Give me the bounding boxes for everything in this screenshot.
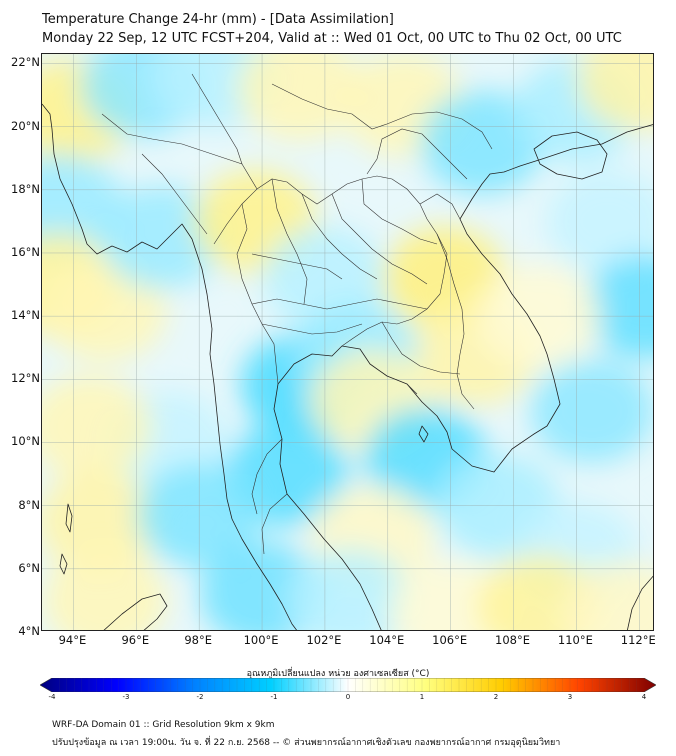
colorbar-tick-label: 1: [419, 693, 425, 701]
field-blob: [530, 358, 653, 463]
model-info: WRF-DA Domain 01 :: Grid Resolution 9km …: [52, 720, 275, 730]
map-panel: [41, 53, 654, 631]
colorbar-tick-label: -2: [196, 693, 204, 701]
coastlines: [42, 103, 653, 630]
longitude-label: 100°E: [243, 633, 279, 647]
longitude-label: 96°E: [121, 633, 150, 647]
map-title: Temperature Change 24-hr (mm) - [Data As…: [42, 12, 394, 27]
longitude-label: 110°E: [557, 633, 593, 647]
latitude-label: 22°N: [11, 55, 40, 70]
field-blob: [99, 185, 224, 290]
update-credit: ปรับปรุงข้อมูล ณ เวลา 19:00น. วัน จ. ที่…: [52, 738, 561, 748]
longitude-label: 108°E: [495, 633, 531, 647]
colorbar-tick-label: 3: [567, 693, 573, 701]
temperature-change-map: [42, 54, 653, 630]
field-blob: [577, 54, 653, 132]
longitude-label: 102°E: [306, 633, 342, 647]
latitude-label: 20°N: [11, 118, 40, 133]
field-blob: [42, 374, 152, 479]
latitude-label: 8°N: [18, 497, 40, 512]
field-blob: [583, 254, 653, 359]
colorbar-tick-label: -4: [48, 693, 56, 701]
colorbar-bar: [40, 678, 656, 692]
colorbar: [40, 678, 656, 692]
longitude-label: 94°E: [58, 633, 87, 647]
colorbar-tick-label: -3: [122, 693, 130, 701]
longitude-label: 98°E: [184, 633, 212, 647]
latitude-label: 10°N: [11, 434, 40, 449]
latitude-label: 4°N: [18, 624, 40, 638]
latitude-label: 6°N: [18, 560, 40, 575]
colorbar-tick-label: -1: [270, 693, 278, 701]
longitude-label: 112°E: [620, 633, 656, 647]
colorbar-tick-label: 4: [641, 693, 647, 701]
latitude-label: 14°N: [11, 308, 40, 323]
latitude-label: 12°N: [11, 371, 40, 386]
colorbar-tick-label: 0: [345, 693, 351, 701]
colorbar-tick-label: 2: [493, 693, 499, 701]
field-blob: [545, 169, 653, 274]
graticule: [42, 54, 653, 630]
colorbar-title: อุณหภูมิเปลี่ยนแปลง หน่วย องศาเซลเซียส (…: [246, 669, 430, 679]
field-blob: [561, 561, 653, 630]
latitude-label: 16°N: [11, 244, 40, 259]
longitude-label: 104°E: [369, 633, 405, 647]
map-subtitle-valid-time: Monday 22 Sep, 12 UTC FCST+204, Valid at…: [42, 31, 622, 46]
field-blob: [237, 54, 362, 141]
admin-borders: [101, 73, 493, 555]
longitude-label: 106°E: [432, 633, 468, 647]
latitude-label: 18°N: [11, 181, 40, 196]
field-blob: [42, 469, 161, 574]
